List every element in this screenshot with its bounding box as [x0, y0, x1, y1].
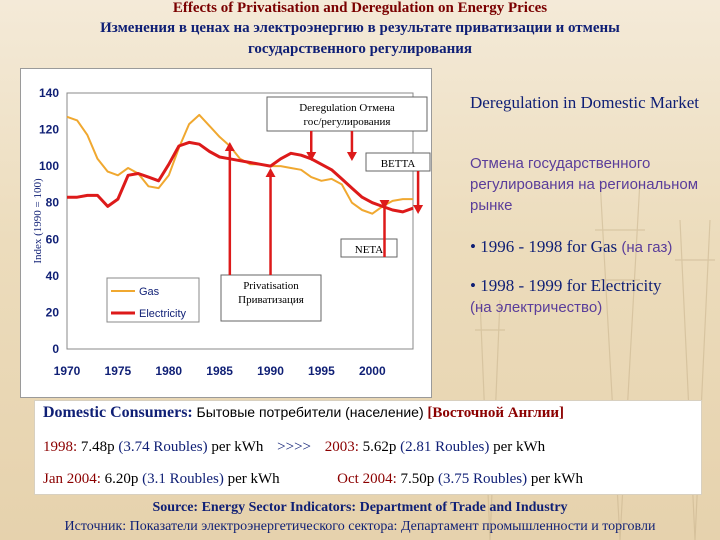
consumers-heading-row: Domestic Consumers: Бытовые потребители …	[43, 404, 564, 422]
x-tick-label: 1995	[308, 364, 335, 378]
price-row-1: 1998: 7.48p (3.74 Roubles) per kWh >>>> …	[43, 439, 545, 456]
y-tick-label: 60	[46, 232, 60, 246]
line-chart: 0 20 40 60 80 100 120 140 1970 1975 1980 1985 1990 19…	[32, 86, 431, 378]
y-tick-label: 40	[46, 269, 60, 283]
deregulation-en-text: Deregulation in Domestic Market	[470, 93, 699, 112]
row2-right-roubles: (3.75 Roubles)	[437, 471, 528, 487]
betta-arrowhead	[413, 205, 424, 214]
row2-right-date: Oct 2004:	[337, 471, 397, 487]
electricity-ru: (на электричество)	[470, 299, 603, 316]
title-russian: Изменения в ценах на электроэнергию в ре…	[100, 20, 620, 57]
x-tick-label: 1985	[206, 364, 233, 378]
deregulation-right-arrowhead	[346, 152, 357, 161]
row2-right-price: 7.50p	[400, 471, 435, 487]
x-tick-label: 1975	[105, 364, 132, 378]
privatisation-label: Приватизация	[238, 294, 304, 306]
row1-arrow: >>>>	[277, 439, 311, 455]
privatisation-left-arrowhead	[224, 142, 235, 151]
source-russian: Источник: Показатели электроэнергетическ…	[64, 519, 656, 534]
x-tick-label: 1990	[257, 364, 284, 378]
gas-bullet: • 1996 - 1998 for Gas (на газ)	[470, 236, 720, 258]
row1-right-roubles: (2.81 Roubles)	[400, 439, 490, 455]
y-tick-label: 20	[46, 305, 60, 319]
y-tick-label: 120	[39, 123, 59, 137]
x-tick-label: 1980	[155, 364, 182, 378]
legend-box	[106, 277, 200, 323]
deregulation-label: гос/регулирования	[303, 116, 390, 128]
row2-left-unit: per kWh	[227, 471, 280, 487]
consumers-heading-ru: Бытовые потребители (население)	[196, 404, 424, 420]
row1-right-year: 2003:	[324, 439, 359, 455]
neta-box	[340, 238, 398, 258]
row2-left-roubles: (3.1 Roubles)	[142, 471, 224, 487]
neta-label: NETA	[355, 244, 384, 256]
title-english: Effects of Privatisation and Deregulatio…	[172, 0, 548, 16]
y-tick-label: 140	[39, 86, 59, 100]
row1-right-unit: per kWh	[493, 439, 546, 455]
price-row-2: Jan 2004: 6.20p (3.1 Roubles) per kWh Oc…	[43, 471, 583, 488]
gas-years: • 1996 - 1998 for Gas	[470, 237, 618, 256]
row2-left-date: Jan 2004:	[43, 471, 101, 487]
row1-left-price: 7.48p	[80, 439, 115, 455]
series-line-gas	[66, 113, 413, 215]
electricity-years: • 1998 - 1999 for Electricity	[470, 276, 662, 295]
privatisation-label: Privatisation	[243, 280, 299, 292]
gas-ru: (на газ)	[621, 239, 673, 256]
row2-left-price: 6.20p	[104, 471, 139, 487]
deregulation-ru-text: Отмена государственного регулирования на…	[470, 155, 699, 214]
betta-label: BETTA	[381, 158, 416, 170]
title-block: Effects of Privatisation and Deregulatio…	[0, 0, 720, 60]
privatisation-right-arrowhead	[265, 168, 276, 177]
deregulation-label: Deregulation Отмена	[299, 102, 395, 114]
y-tick-label: 100	[39, 159, 59, 173]
y-tick-label: 0	[52, 342, 59, 356]
betta-box	[365, 152, 431, 172]
consumers-region: [Восточной Англии]	[427, 405, 565, 421]
chart-panel: 0 20 40 60 80 100 120 140 1970 1975 1980 1985 1990 19…	[20, 68, 432, 398]
legend-label-gas: Gas	[139, 286, 160, 298]
domestic-consumers-box: Domestic Consumers: Бытовые потребители …	[34, 400, 702, 495]
x-tick-label: 1970	[54, 364, 81, 378]
deregulation-left-arrowhead	[306, 152, 317, 161]
series-line-electricity	[67, 140, 414, 214]
consumers-heading: Domestic Consumers:	[43, 404, 193, 421]
source-english: Source: Energy Sector Indicators: Depart…	[152, 500, 568, 515]
legend-label-electricity: Electricity	[139, 308, 187, 320]
row2-right-unit: per kWh	[530, 471, 583, 487]
electricity-bullet: • 1998 - 1999 for Electricity (на электр…	[470, 275, 715, 318]
privatisation-box	[220, 274, 322, 322]
row1-right-price: 5.62p	[362, 439, 397, 455]
neta-arrowhead	[379, 200, 390, 209]
row1-left-year: 1998:	[43, 439, 78, 455]
y-axis-label: Index (1990 = 100)	[32, 178, 44, 264]
row1-left-roubles: (3.74 Roubles)	[118, 439, 208, 455]
row1-left-unit: per kWh	[211, 439, 264, 455]
x-tick-label: 2000	[359, 364, 386, 378]
y-tick-label: 80	[46, 196, 60, 210]
deregulation-box	[266, 96, 428, 132]
